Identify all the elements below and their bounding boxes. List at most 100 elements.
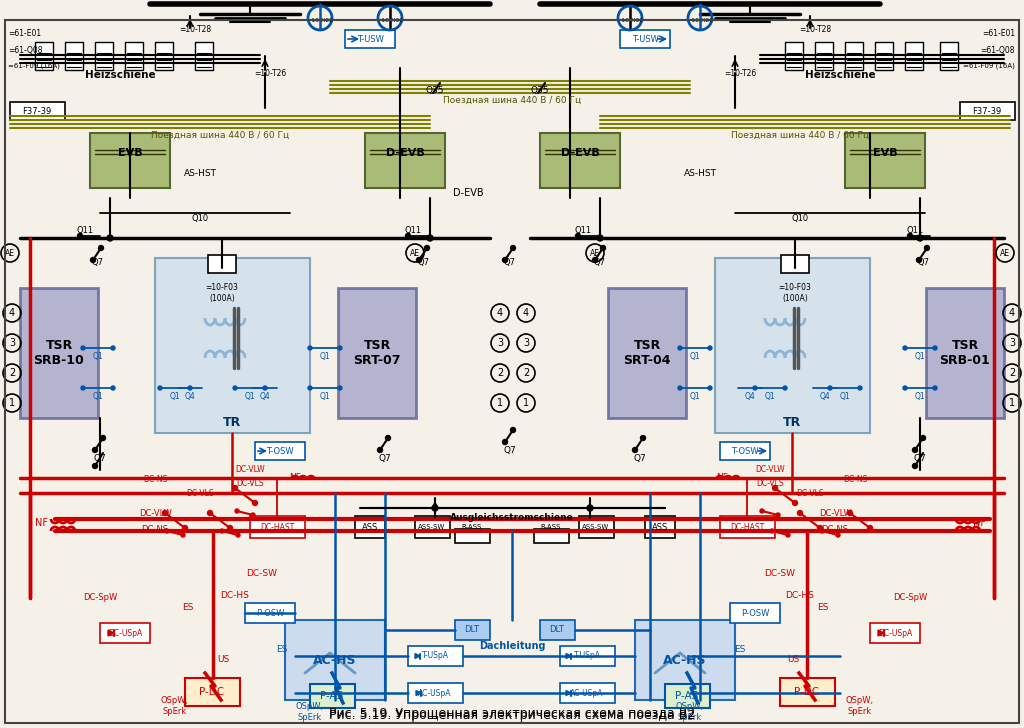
Text: OSpW,
SpErk: OSpW, SpErk (846, 696, 874, 716)
FancyBboxPatch shape (100, 623, 150, 643)
FancyBboxPatch shape (208, 255, 236, 273)
Circle shape (907, 234, 912, 239)
Text: DC-NS: DC-NS (142, 475, 167, 485)
Circle shape (678, 346, 682, 350)
Text: DC-HS: DC-HS (785, 591, 814, 601)
Circle shape (78, 234, 83, 239)
Circle shape (587, 505, 593, 511)
Circle shape (338, 346, 342, 350)
Text: DC-NS: DC-NS (141, 526, 169, 534)
Text: Q10: Q10 (191, 213, 209, 223)
Text: DC-SpW: DC-SpW (893, 593, 927, 603)
Circle shape (903, 346, 907, 350)
Text: Q1: Q1 (245, 392, 255, 400)
Text: =10-T28: =10-T28 (799, 25, 831, 34)
FancyBboxPatch shape (365, 133, 445, 188)
Text: DC-VLS: DC-VLS (756, 478, 783, 488)
FancyBboxPatch shape (874, 42, 893, 70)
Circle shape (776, 513, 780, 517)
FancyBboxPatch shape (785, 42, 803, 70)
Text: F37-39: F37-39 (973, 106, 1001, 116)
Text: AC-USpA: AC-USpA (418, 689, 452, 697)
Circle shape (182, 526, 187, 531)
Circle shape (640, 435, 645, 440)
Text: R-ASS: R-ASS (462, 524, 482, 530)
Text: DC-HAST: DC-HAST (730, 523, 764, 531)
Circle shape (503, 258, 508, 263)
FancyBboxPatch shape (65, 42, 83, 70)
Text: Q1: Q1 (914, 392, 926, 400)
FancyBboxPatch shape (560, 683, 615, 703)
FancyBboxPatch shape (250, 516, 305, 538)
Text: Q11: Q11 (574, 226, 592, 235)
Circle shape (111, 386, 115, 390)
Circle shape (933, 346, 937, 350)
Circle shape (848, 510, 853, 515)
Text: T-OSW: T-OSW (731, 446, 759, 456)
Text: P-OSW: P-OSW (256, 609, 285, 617)
Circle shape (378, 448, 383, 453)
Circle shape (81, 386, 85, 390)
Text: ES: ES (734, 646, 745, 654)
Circle shape (786, 533, 790, 537)
FancyBboxPatch shape (455, 529, 490, 543)
Text: =61-E01: =61-E01 (982, 30, 1015, 39)
Circle shape (92, 464, 97, 469)
FancyBboxPatch shape (730, 603, 780, 623)
Text: Q11: Q11 (404, 226, 422, 235)
Text: Heizschiene: Heizschiene (805, 70, 876, 80)
Polygon shape (566, 654, 571, 659)
Text: Q35: Q35 (426, 85, 444, 95)
Circle shape (633, 448, 638, 453)
Text: Q1: Q1 (914, 352, 926, 360)
Circle shape (163, 510, 168, 515)
FancyBboxPatch shape (125, 42, 143, 70)
Circle shape (100, 435, 105, 440)
Circle shape (760, 509, 764, 513)
FancyBboxPatch shape (961, 102, 1015, 120)
Circle shape (188, 386, 193, 390)
Text: Q7: Q7 (634, 454, 646, 462)
Text: Q1: Q1 (840, 392, 850, 400)
Text: DC-VLS: DC-VLS (237, 478, 264, 488)
Text: TSR
SRT-04: TSR SRT-04 (624, 339, 671, 367)
FancyBboxPatch shape (620, 30, 670, 48)
Text: DC-NS: DC-NS (843, 475, 867, 485)
FancyBboxPatch shape (245, 603, 295, 623)
Text: T-USpA: T-USpA (573, 652, 600, 660)
FancyBboxPatch shape (35, 42, 53, 70)
Circle shape (234, 509, 239, 513)
Circle shape (772, 486, 777, 491)
Text: =10-T28: =10-T28 (179, 25, 211, 34)
Text: AE: AE (1000, 248, 1010, 258)
Circle shape (921, 435, 926, 440)
Text: 4: 4 (1009, 308, 1015, 318)
Text: 2: 2 (497, 368, 503, 378)
Text: 4: 4 (9, 308, 15, 318)
Text: =10-T26: =10-T26 (254, 68, 286, 77)
Text: Q7: Q7 (418, 258, 430, 267)
Text: Q7: Q7 (379, 454, 391, 462)
Text: P-DC: P-DC (200, 687, 224, 697)
Text: OSpW,
SpErk: OSpW, SpErk (676, 703, 705, 721)
Circle shape (208, 510, 213, 515)
FancyBboxPatch shape (645, 516, 675, 538)
Text: =61-F09 (16A): =61-F09 (16A) (8, 63, 59, 69)
Circle shape (903, 386, 907, 390)
FancyBboxPatch shape (720, 442, 770, 460)
Circle shape (253, 501, 257, 505)
Circle shape (770, 529, 774, 533)
Text: Dachleitung: Dachleitung (479, 641, 545, 651)
Circle shape (817, 526, 822, 531)
Text: Q1: Q1 (690, 352, 700, 360)
Text: Q4: Q4 (184, 392, 196, 400)
Circle shape (263, 386, 267, 390)
FancyBboxPatch shape (10, 102, 65, 120)
Text: ES: ES (182, 604, 194, 612)
FancyBboxPatch shape (560, 646, 615, 666)
Text: =10-X22: =10-X22 (686, 18, 714, 23)
FancyBboxPatch shape (455, 620, 490, 640)
Text: T-OSW: T-OSW (266, 446, 294, 456)
Text: Q1: Q1 (765, 392, 775, 400)
Circle shape (820, 529, 824, 533)
